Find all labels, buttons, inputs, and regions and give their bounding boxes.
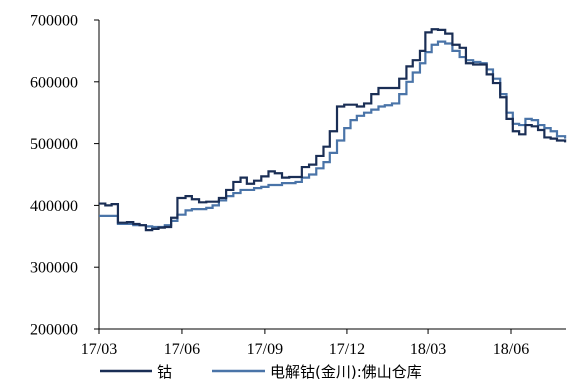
x-tick-label: 17/09	[247, 341, 283, 358]
legend-label-1: 钴	[157, 363, 172, 381]
x-axis-ticks: 17/03 17/06 17/09 17/12 18/03 18/06	[81, 329, 529, 358]
series-line-1	[99, 28, 567, 232]
y-axis-ticks: 200000 300000 400000 500000 600000 700000	[30, 13, 99, 339]
series-lines	[99, 28, 567, 232]
y-tick-label: 300000	[30, 260, 78, 277]
axes	[98, 20, 566, 330]
x-tick-label: 18/06	[493, 341, 529, 358]
y-tick-label: 200000	[30, 322, 78, 339]
y-tick-label: 600000	[30, 74, 78, 91]
x-tick-label: 17/03	[81, 341, 117, 358]
x-tick-label: 17/06	[164, 341, 200, 358]
y-tick-label: 400000	[30, 198, 78, 215]
legend-label-2: 电解钴(金川):佛山仓库	[270, 363, 422, 381]
x-tick-label: 17/12	[329, 341, 365, 358]
x-tick-label: 18/03	[410, 341, 446, 358]
legend: 钴 电解钴(金川):佛山仓库	[100, 363, 422, 381]
series-line-2	[99, 40, 567, 229]
y-tick-label: 500000	[30, 136, 78, 153]
y-tick-label: 700000	[30, 13, 78, 30]
